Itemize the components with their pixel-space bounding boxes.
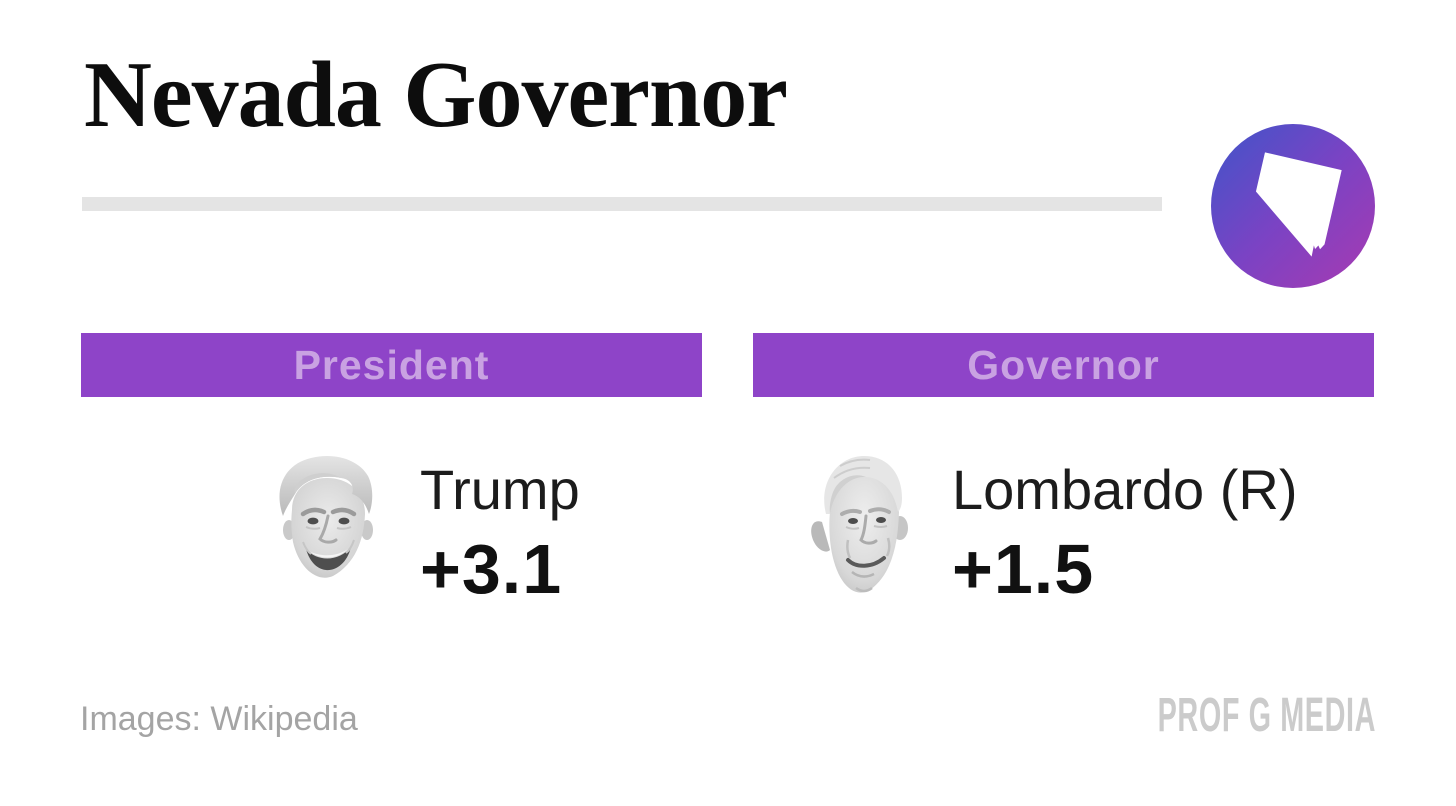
governor-candidate-row: Lombardo (R) +1.5 — [800, 448, 1297, 618]
president-banner-label: President — [293, 341, 490, 388]
trump-portrait-image — [265, 452, 390, 600]
images-credit: Images: Wikipedia — [80, 700, 358, 738]
page-title: Nevada Governor — [84, 43, 788, 147]
lombardo-portrait-image — [800, 448, 922, 618]
governor-banner-label: Governor — [967, 341, 1160, 388]
nevada-state-icon — [1211, 124, 1375, 288]
governor-candidate-name: Lombardo (R) — [952, 458, 1298, 521]
president-candidate-row: Trump +3.1 — [265, 452, 580, 604]
president-banner: President — [81, 333, 702, 397]
prof-g-media-logo: PROF G MEDIA — [1157, 689, 1376, 742]
president-candidate-margin: +3.1 — [420, 530, 563, 608]
title-divider-bar — [82, 197, 1162, 211]
governor-banner: Governor — [753, 333, 1374, 397]
governor-candidate-margin: +1.5 — [952, 530, 1095, 608]
president-candidate-name: Trump — [420, 458, 580, 521]
